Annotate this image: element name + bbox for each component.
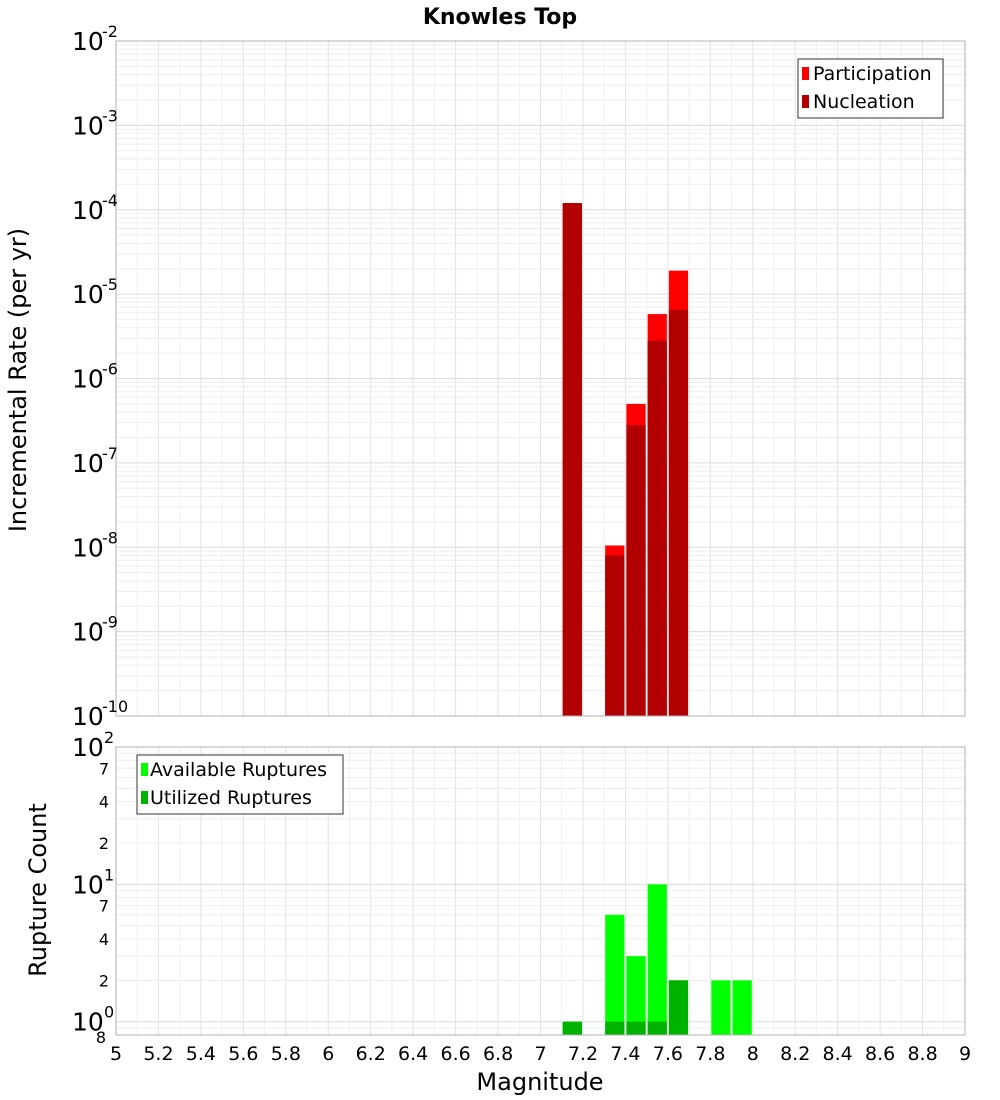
count-bar-available-ruptures [626, 956, 646, 1035]
count-bar-available-ruptures [732, 980, 752, 1035]
y-tick-label: 10 [72, 280, 104, 309]
x-tick-label: 7.6 [653, 1043, 683, 1065]
y-tick-label: 10 [72, 111, 104, 140]
x-tick-label: 8.6 [865, 1043, 895, 1065]
legend-swatch-utilized [141, 791, 148, 804]
x-tick-label: 6 [322, 1043, 334, 1065]
y-minor-tick-label: 4 [99, 793, 109, 812]
x-tick-label: 8 [747, 1043, 759, 1065]
y-minor-tick-label: 2 [99, 971, 109, 990]
x-tick-label: 5.2 [143, 1043, 173, 1065]
x-tick-label: 7.8 [695, 1043, 725, 1065]
count-bar-available-ruptures [711, 980, 731, 1035]
x-tick-label: 6.4 [398, 1043, 428, 1065]
y-tick-label: 10 [72, 449, 104, 478]
rate-bar-nucleation [668, 309, 689, 716]
y-minor-tick-label: 2 [99, 834, 109, 853]
y-tick-label: 10 [72, 618, 104, 647]
y-tick-exponent: -7 [102, 444, 118, 463]
count-bar-utilized-ruptures [647, 1021, 667, 1035]
y-tick-label: 10 [72, 702, 104, 731]
top-y-axis-label: Incremental Rate (per yr) [4, 228, 32, 532]
count-bar-utilized-ruptures [668, 980, 689, 1035]
y-tick-label: 10 [72, 733, 104, 762]
top-plot-bars [562, 203, 689, 716]
count-bar-available-ruptures [647, 884, 667, 1035]
y-tick-exponent: -8 [102, 528, 118, 547]
y-tick-exponent: 1 [104, 865, 114, 884]
y-tick-exponent: -2 [102, 22, 118, 41]
y-tick-exponent: -5 [102, 275, 118, 294]
y-tick-label: 10 [72, 196, 104, 225]
rate-bar-nucleation [605, 555, 625, 716]
top-plot-frame [115, 40, 966, 717]
bottom-plot-frame [115, 746, 966, 1036]
rate-bar-nucleation [562, 203, 582, 716]
count-bar-utilized-ruptures [605, 1021, 625, 1035]
y-tick-label: 10 [72, 533, 104, 562]
bottom-legend-box [136, 754, 344, 815]
legend-swatch-available [141, 763, 148, 776]
legend-swatch-participation [802, 67, 809, 80]
x-tick-label: 8.8 [907, 1043, 937, 1065]
y-tick-exponent: -3 [102, 106, 118, 125]
legend-label-participation: Participation [813, 63, 932, 85]
x-tick-label: 8.4 [823, 1043, 853, 1065]
x-tick-label: 9 [959, 1043, 971, 1065]
x-tick-label: 5.4 [186, 1043, 216, 1065]
y-tick-exponent: -10 [102, 697, 128, 716]
x-tick-label: 7.2 [568, 1043, 598, 1065]
x-tick-label: 5.8 [271, 1043, 301, 1065]
top-plot-grid [115, 41, 966, 717]
x-tick-label: 7.4 [610, 1043, 640, 1065]
legend-label-available: Available Ruptures [150, 759, 327, 781]
y-tick-label: 10 [72, 365, 104, 394]
x-tick-label: 8.2 [780, 1043, 810, 1065]
chart-title: Knowles Top [423, 5, 577, 30]
top-legend-box [797, 58, 944, 119]
x-tick-label: 6.8 [483, 1043, 513, 1065]
legend-label-nucleation: Nucleation [813, 91, 915, 113]
x-tick-labels: 5 5.2 5.4 5.6 5.8 6 6.2 6.4 6.6 6.8 7 7.2 7.4 7.6 7.8 8… [110, 1043, 971, 1065]
bottom-plot-bars [562, 884, 752, 1035]
x-tick-label: 6.2 [356, 1043, 386, 1065]
x-tick-label: 5.6 [228, 1043, 258, 1065]
y-tick-exponent: -9 [102, 613, 118, 632]
y-tick-exponent: 2 [104, 728, 114, 747]
x-axis-label: Magnitude [476, 1068, 603, 1096]
top-legend: Participation Nucleation [797, 58, 944, 119]
y-minor-tick-label: 7 [99, 897, 109, 916]
y-tick-exponent: -6 [102, 360, 118, 379]
y-minor-tick-label: 4 [99, 930, 109, 949]
bottom-legend: Available Ruptures Utilized Ruptures [136, 754, 344, 815]
count-bar-utilized-ruptures [562, 1021, 582, 1035]
x-tick-label: 5 [110, 1043, 122, 1065]
y-tick-exponent: -4 [102, 191, 118, 210]
legend-label-utilized: Utilized Ruptures [150, 787, 312, 809]
count-bar-utilized-ruptures [626, 1021, 646, 1035]
bottom-plot-grid [115, 747, 966, 1036]
bottom-y-axis-label: Rupture Count [24, 803, 52, 977]
rate-bar-nucleation [626, 425, 646, 716]
y-tick-label: 10 [72, 27, 104, 56]
y-tick-label: 10 [72, 870, 104, 899]
y-minor-tick-label: 7 [99, 759, 109, 778]
rate-bar-nucleation [647, 340, 667, 716]
x-tick-label: 7 [534, 1043, 546, 1065]
y-tick-exponent: 0 [104, 1003, 114, 1022]
count-bar-available-ruptures [605, 914, 625, 1035]
legend-swatch-nucleation [802, 95, 809, 108]
x-tick-label: 6.6 [440, 1043, 470, 1065]
y-tick-label: 10 [72, 1008, 104, 1037]
y-bottom-tick-label: 8 [96, 1028, 106, 1047]
